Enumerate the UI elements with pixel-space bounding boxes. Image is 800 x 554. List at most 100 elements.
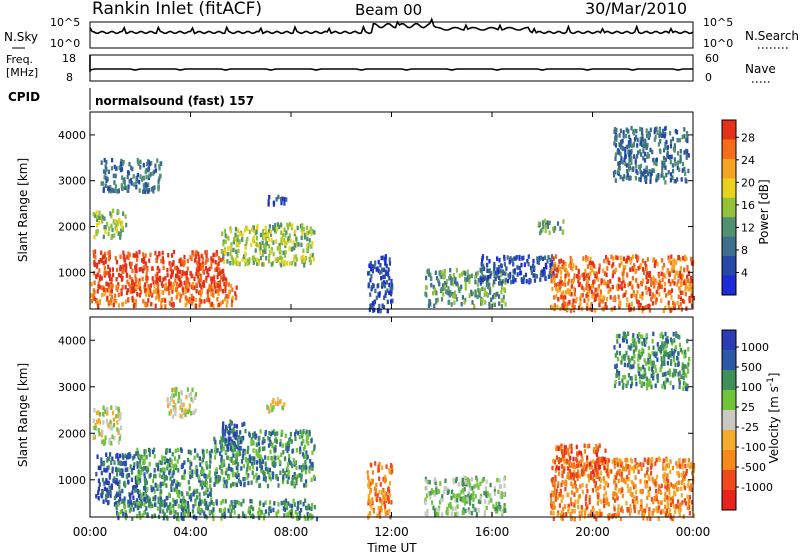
cell (222, 477, 225, 482)
cell (504, 280, 507, 285)
cell (613, 474, 616, 480)
cell (672, 259, 675, 265)
cell (222, 241, 225, 247)
cell (647, 287, 650, 292)
cell (560, 291, 563, 297)
cell (577, 473, 580, 479)
cell (152, 486, 155, 492)
cell (628, 134, 631, 140)
cell (476, 482, 479, 488)
cell (632, 495, 636, 500)
cell (573, 473, 576, 478)
cell (648, 492, 651, 498)
cell (583, 462, 586, 467)
cell (539, 230, 542, 236)
cell (662, 155, 666, 161)
cell (629, 486, 632, 492)
cell (662, 163, 665, 168)
cell (556, 512, 559, 518)
cell (425, 275, 428, 281)
cell (524, 272, 528, 278)
y-tick-label: 2000 (58, 221, 86, 234)
cell (109, 274, 112, 279)
cell (498, 478, 501, 483)
cell (615, 459, 618, 464)
nsky-tick-top: 10^5 (50, 16, 80, 29)
cell (606, 257, 609, 262)
cell (570, 292, 573, 297)
colorbar-segment (722, 217, 736, 238)
cell (613, 295, 616, 300)
cell (168, 290, 171, 296)
cell (290, 508, 293, 514)
cell (219, 284, 222, 290)
cell (303, 257, 306, 263)
cell (668, 258, 671, 264)
cell (474, 279, 477, 285)
cell (222, 239, 225, 244)
cell (463, 481, 466, 487)
cell (672, 300, 675, 306)
cell (584, 466, 587, 472)
cell (464, 501, 467, 506)
cell (122, 264, 125, 269)
cell (282, 475, 285, 480)
cell (201, 256, 204, 262)
cell (539, 277, 542, 282)
cell (273, 460, 276, 466)
cell (235, 465, 238, 470)
cell (592, 280, 595, 285)
cell (449, 268, 452, 273)
cell (100, 250, 103, 255)
cell (677, 255, 680, 260)
cell (655, 126, 658, 131)
cell (96, 301, 99, 306)
cell (557, 282, 560, 287)
cell (585, 293, 588, 298)
cell (442, 489, 445, 495)
cell (687, 479, 690, 484)
cell (628, 176, 631, 181)
cell (541, 220, 544, 225)
cell (571, 509, 574, 514)
cell (530, 267, 533, 273)
cell (136, 461, 139, 466)
cell (453, 300, 456, 305)
cell (555, 293, 558, 299)
cell (666, 473, 669, 478)
cell (139, 515, 142, 520)
cell (379, 482, 382, 487)
cell (130, 177, 133, 183)
cell (652, 275, 655, 281)
cell (178, 258, 181, 264)
cell (656, 262, 659, 267)
cell (567, 492, 570, 498)
cell (435, 482, 438, 488)
cell (647, 153, 651, 159)
cell (296, 501, 300, 506)
cell (161, 467, 164, 472)
cell (500, 272, 503, 278)
cell (95, 231, 98, 237)
cell (121, 284, 124, 290)
cell (690, 275, 693, 281)
cell (210, 302, 213, 307)
cell (268, 224, 271, 229)
cell (248, 509, 251, 515)
cell (133, 500, 136, 506)
cell (252, 225, 255, 231)
cell (561, 470, 564, 476)
cell (305, 466, 308, 471)
cell (272, 405, 275, 410)
cell (577, 274, 580, 279)
cell (551, 501, 554, 507)
cell (667, 512, 670, 518)
cell (259, 500, 262, 506)
cell (569, 455, 572, 461)
cell (287, 469, 290, 475)
cell (690, 283, 693, 288)
cell (96, 223, 99, 228)
cell (660, 173, 663, 178)
cell (183, 280, 186, 286)
cell (225, 293, 228, 299)
